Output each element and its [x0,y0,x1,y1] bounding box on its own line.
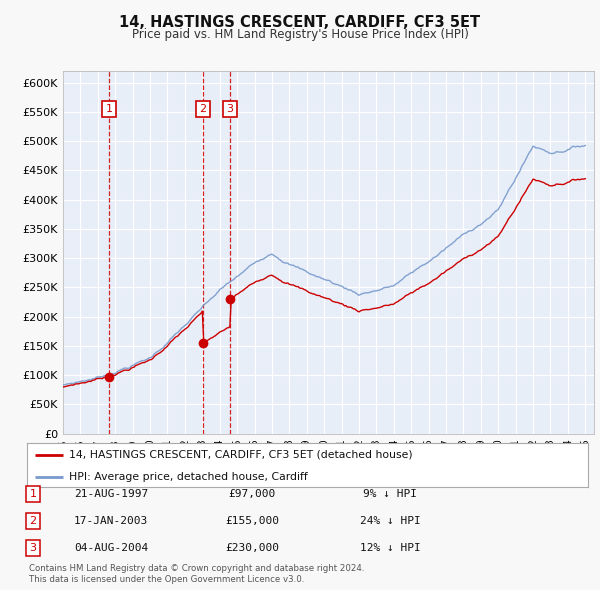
Text: This data is licensed under the Open Government Licence v3.0.: This data is licensed under the Open Gov… [29,575,304,584]
Text: 04-AUG-2004: 04-AUG-2004 [74,543,148,553]
Text: HPI: Average price, detached house, Cardiff: HPI: Average price, detached house, Card… [69,472,308,482]
Text: Contains HM Land Registry data © Crown copyright and database right 2024.: Contains HM Land Registry data © Crown c… [29,565,364,573]
Text: £97,000: £97,000 [229,489,275,499]
Text: Price paid vs. HM Land Registry's House Price Index (HPI): Price paid vs. HM Land Registry's House … [131,28,469,41]
Text: 1: 1 [106,104,112,114]
Text: 21-AUG-1997: 21-AUG-1997 [74,489,148,499]
Text: £230,000: £230,000 [225,543,279,553]
Text: 9% ↓ HPI: 9% ↓ HPI [363,489,417,499]
Text: 3: 3 [29,543,37,553]
Text: 1: 1 [29,489,37,499]
Text: 14, HASTINGS CRESCENT, CARDIFF, CF3 5ET: 14, HASTINGS CRESCENT, CARDIFF, CF3 5ET [119,15,481,30]
Text: 3: 3 [227,104,233,114]
Text: 2: 2 [200,104,207,114]
Text: 12% ↓ HPI: 12% ↓ HPI [359,543,421,553]
Text: 24% ↓ HPI: 24% ↓ HPI [359,516,421,526]
Text: 14, HASTINGS CRESCENT, CARDIFF, CF3 5ET (detached house): 14, HASTINGS CRESCENT, CARDIFF, CF3 5ET … [69,450,413,460]
Text: 2: 2 [29,516,37,526]
Text: 17-JAN-2003: 17-JAN-2003 [74,516,148,526]
Text: £155,000: £155,000 [225,516,279,526]
